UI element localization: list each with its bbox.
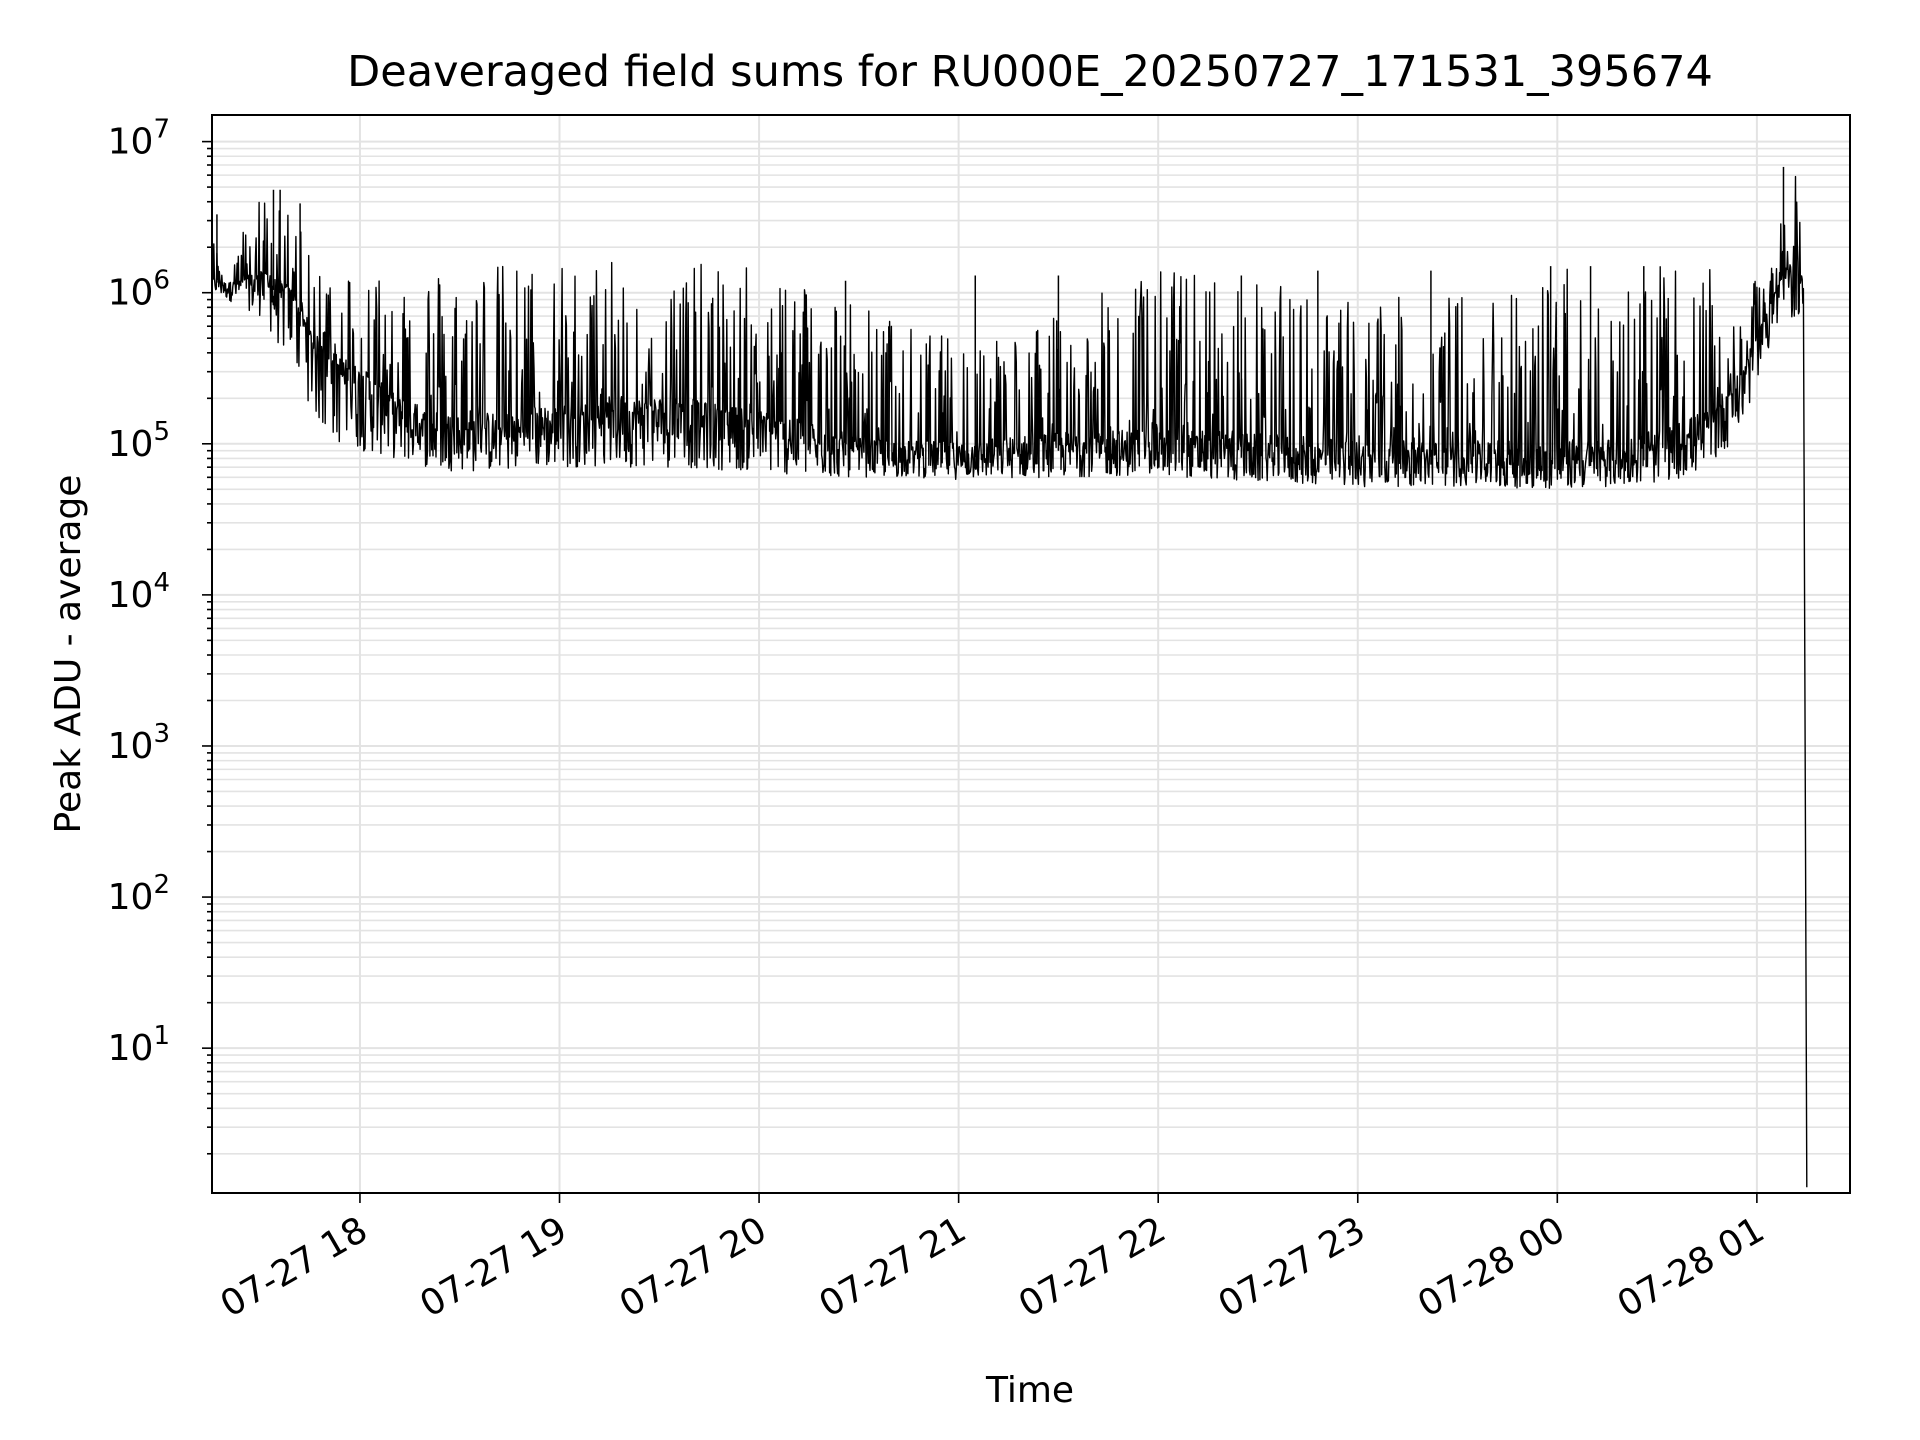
x-axis-title: Time <box>985 1370 1074 1411</box>
series-line <box>211 175 1808 1188</box>
y-tick-label: 103 <box>108 719 170 767</box>
y-tick-label: 106 <box>108 266 170 314</box>
plot-frame <box>211 114 1851 1194</box>
y-tick-label: 101 <box>108 1021 170 1069</box>
y-tick-label: 107 <box>108 115 170 163</box>
chart-title: Deaveraged field sums for RU000E_2025072… <box>347 47 1713 97</box>
data-layer <box>211 166 1808 1188</box>
y-axis-title: Peak ADU - average <box>48 475 89 834</box>
y-tick-label: 105 <box>108 417 170 465</box>
y-tick-label: 102 <box>108 870 170 918</box>
y-tick-label: 104 <box>108 568 170 616</box>
